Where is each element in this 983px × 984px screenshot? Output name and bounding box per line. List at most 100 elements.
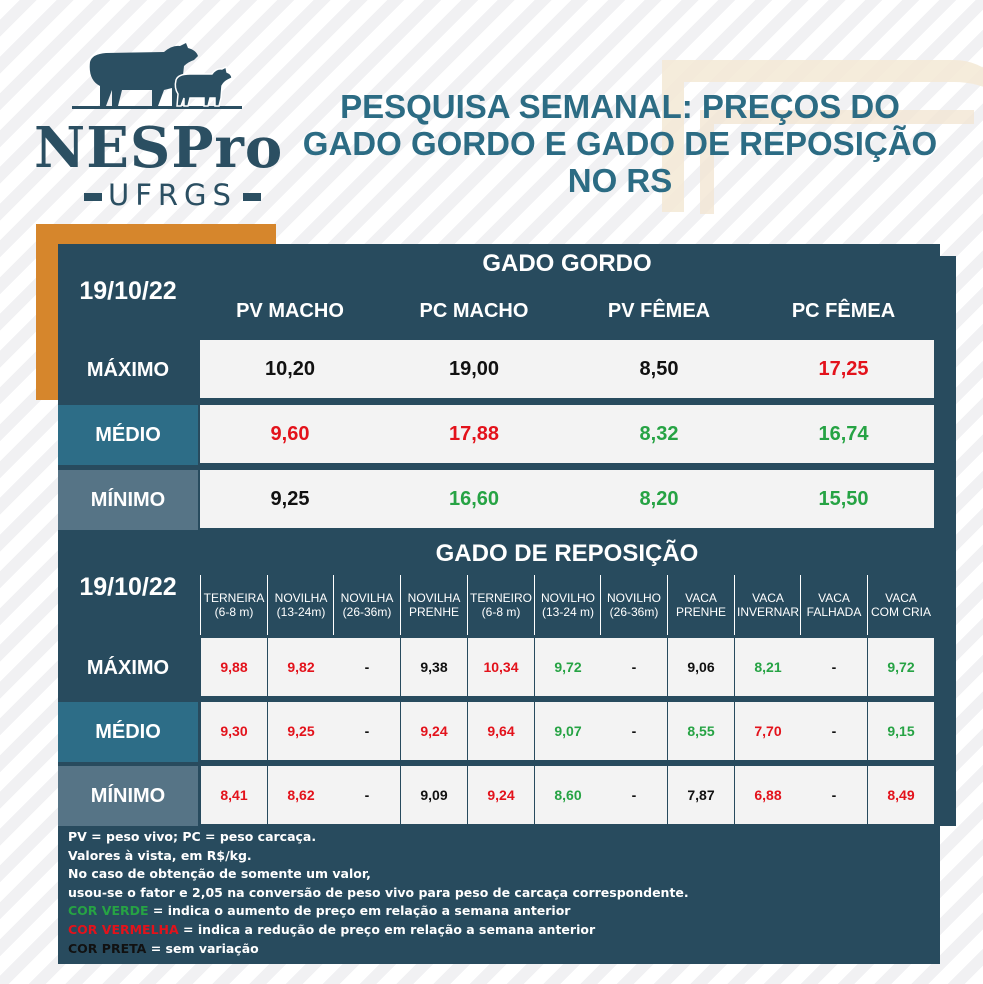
reposicao-column-header: VACA INVERNAR <box>734 575 801 635</box>
reposicao-value-cell: - <box>801 702 867 760</box>
gordo-column-header: PV MACHO <box>200 286 380 336</box>
reposicao-column-header: VACA COM CRIA <box>867 575 934 635</box>
page-title-line-3: NO RS <box>567 162 673 199</box>
reposicao-value-cell: - <box>801 766 867 824</box>
gordo-value-cell: 16,60 <box>383 470 565 528</box>
reposicao-column-header-line: (26-36m) <box>342 605 392 619</box>
note-legend-green: COR VERDE = indica o aumento de preço em… <box>68 902 938 921</box>
gordo-value-cell: 10,20 <box>200 340 380 398</box>
reposicao-value-cell: - <box>334 766 400 824</box>
reposicao-value-cell: - <box>801 638 867 696</box>
reposicao-value-cell: - <box>601 702 667 760</box>
gordo-value-cell: 19,00 <box>383 340 565 398</box>
gordo-header: GADO GORDO <box>200 246 934 282</box>
gordo-value-cell: 9,25 <box>200 470 380 528</box>
background-watermark <box>662 60 983 212</box>
reposicao-column-header: VACA FALHADA <box>800 575 867 635</box>
gordo-column-header: PV FÊMEA <box>568 286 750 336</box>
note-line-4: usou-se o fator e 2,05 na conversão de p… <box>68 884 689 900</box>
gordo-value-cell: 16,74 <box>753 405 934 463</box>
reposicao-column-header: TERNEIRA (6-8 m) <box>200 575 267 635</box>
legend-red-text: = indica a redução de preço em relação a… <box>178 921 596 937</box>
reposicao-column-header-line: NOVILHA <box>407 591 461 605</box>
gordo-row-label: MÁXIMO <box>58 340 198 400</box>
reposicao-value-cell: 8,62 <box>268 766 334 824</box>
logo-bar-right <box>242 193 261 201</box>
page-title-line-1: PESQUISA SEMANAL: PREÇOS DO <box>340 88 900 125</box>
reposicao-column-header-line: TERNEIRA <box>203 591 265 605</box>
reposicao-column-header: TERNEIRO (6-8 m) <box>467 575 534 635</box>
notes: PV = peso vivo; PC = peso carcaça. Valor… <box>68 828 938 958</box>
reposicao-value-cell: 8,21 <box>735 638 801 696</box>
reposicao-column-header-line: (13-24 m) <box>541 605 594 619</box>
logo-bar-left <box>84 193 102 201</box>
reposicao-value-cell: 7,70 <box>735 702 801 760</box>
gordo-value-cell: 15,50 <box>753 470 934 528</box>
gordo-value-cell: 9,60 <box>200 405 380 463</box>
notes-panel <box>58 826 940 964</box>
reposicao-value-cell: 7,87 <box>668 766 734 824</box>
page-title: PESQUISA SEMANAL: PREÇOS DO GADO GORDO E… <box>270 88 970 199</box>
reposicao-value-cell: 9,09 <box>401 766 467 824</box>
reposicao-value-cell: 9,72 <box>535 638 601 696</box>
reposicao-value-cell: 8,49 <box>868 766 934 824</box>
reposicao-column-header-line: VACA <box>885 591 917 605</box>
reposicao-date: 19/10/22 <box>79 572 177 601</box>
reposicao-value-cell: 9,15 <box>868 702 934 760</box>
reposicao-value-cell: 6,88 <box>735 766 801 824</box>
logo-subtitle-text: UFRGS <box>108 178 237 212</box>
reposicao-column-header-line: VACA <box>752 591 784 605</box>
logo-subtitle: UFRGS <box>78 178 267 212</box>
gordo-value-cell: 8,20 <box>568 470 750 528</box>
reposicao-column-header: NOVILHA PRENHE <box>400 575 467 635</box>
reposicao-row-label: MÉDIO <box>58 702 198 762</box>
reposicao-column-header-line: VACA <box>685 591 717 605</box>
gordo-column-header: PC MACHO <box>383 286 565 336</box>
page-title-line-2: GADO GORDO E GADO DE REPOSIÇÃO <box>302 125 938 162</box>
reposicao-value-cell: 8,60 <box>535 766 601 824</box>
reposicao-column-header-line: INVERNAR <box>736 605 799 619</box>
reposicao-column-header: NOVILHO (26-36m) <box>600 575 667 635</box>
reposicao-value-cell: 9,30 <box>201 702 267 760</box>
reposicao-value-cell: - <box>601 766 667 824</box>
gordo-value-cell: 8,32 <box>568 405 750 463</box>
note-legend-black: COR PRETA = sem variação <box>68 940 938 959</box>
reposicao-column-header-line: PRENHE <box>675 605 726 619</box>
reposicao-value-cell: - <box>334 638 400 696</box>
reposicao-column-header-line: (26-36m) <box>609 605 659 619</box>
reposicao-value-cell: 9,24 <box>468 766 534 824</box>
reposicao-value-cell: 9,64 <box>468 702 534 760</box>
gordo-row-label: MÍNIMO <box>58 470 198 530</box>
background-watermark-inner <box>700 110 974 214</box>
note-legend-red: COR VERMELHA = indica a redução de preço… <box>68 921 938 940</box>
reposicao-value-cell: 9,38 <box>401 638 467 696</box>
reposicao-value-cell: 9,72 <box>868 638 934 696</box>
note-line-1: PV = peso vivo; PC = peso carcaça. <box>68 829 317 844</box>
reposicao-column-header-line: NOVILHO <box>606 591 661 605</box>
reposicao-column-header-line: PRENHE <box>408 605 459 619</box>
reposicao-value-cell: 9,82 <box>268 638 334 696</box>
reposicao-column-header-line: NOVILHO <box>540 591 595 605</box>
note-line-3: No caso de obtenção de somente um valor, <box>68 866 371 882</box>
note-line-2: Valores à vista, em R$/kg. <box>68 847 252 863</box>
reposicao-value-cell: 8,55 <box>668 702 734 760</box>
reposicao-value-cell: 9,06 <box>668 638 734 696</box>
legend-black-label: COR PRETA <box>68 940 147 956</box>
reposicao-row-label: MÍNIMO <box>58 766 198 826</box>
reposicao-column-header-line: NOVILHA <box>274 591 328 605</box>
reposicao-column-header-line: (6-8 m) <box>214 605 254 619</box>
reposicao-value-cell: 9,24 <box>401 702 467 760</box>
logo-wordmark: NESPro <box>34 115 284 181</box>
reposicao-value-cell: 8,41 <box>201 766 267 824</box>
cattle-logo-icon <box>72 43 242 109</box>
reposicao-column-header-line: COM CRIA <box>871 605 931 619</box>
reposicao-column-header-line: (13-24m) <box>276 605 326 619</box>
reposicao-header: GADO DE REPOSIÇÃO <box>200 536 934 572</box>
gordo-date: 19/10/22 <box>79 276 177 305</box>
gordo-value-cell: 17,88 <box>383 405 565 463</box>
reposicao-column-header-line: NOVILHA <box>340 591 394 605</box>
gordo-value-cell: 17,25 <box>753 340 934 398</box>
reposicao-value-cell: 9,07 <box>535 702 601 760</box>
reposicao-row-label: MÁXIMO <box>58 638 198 698</box>
reposicao-value-cell: 9,88 <box>201 638 267 696</box>
